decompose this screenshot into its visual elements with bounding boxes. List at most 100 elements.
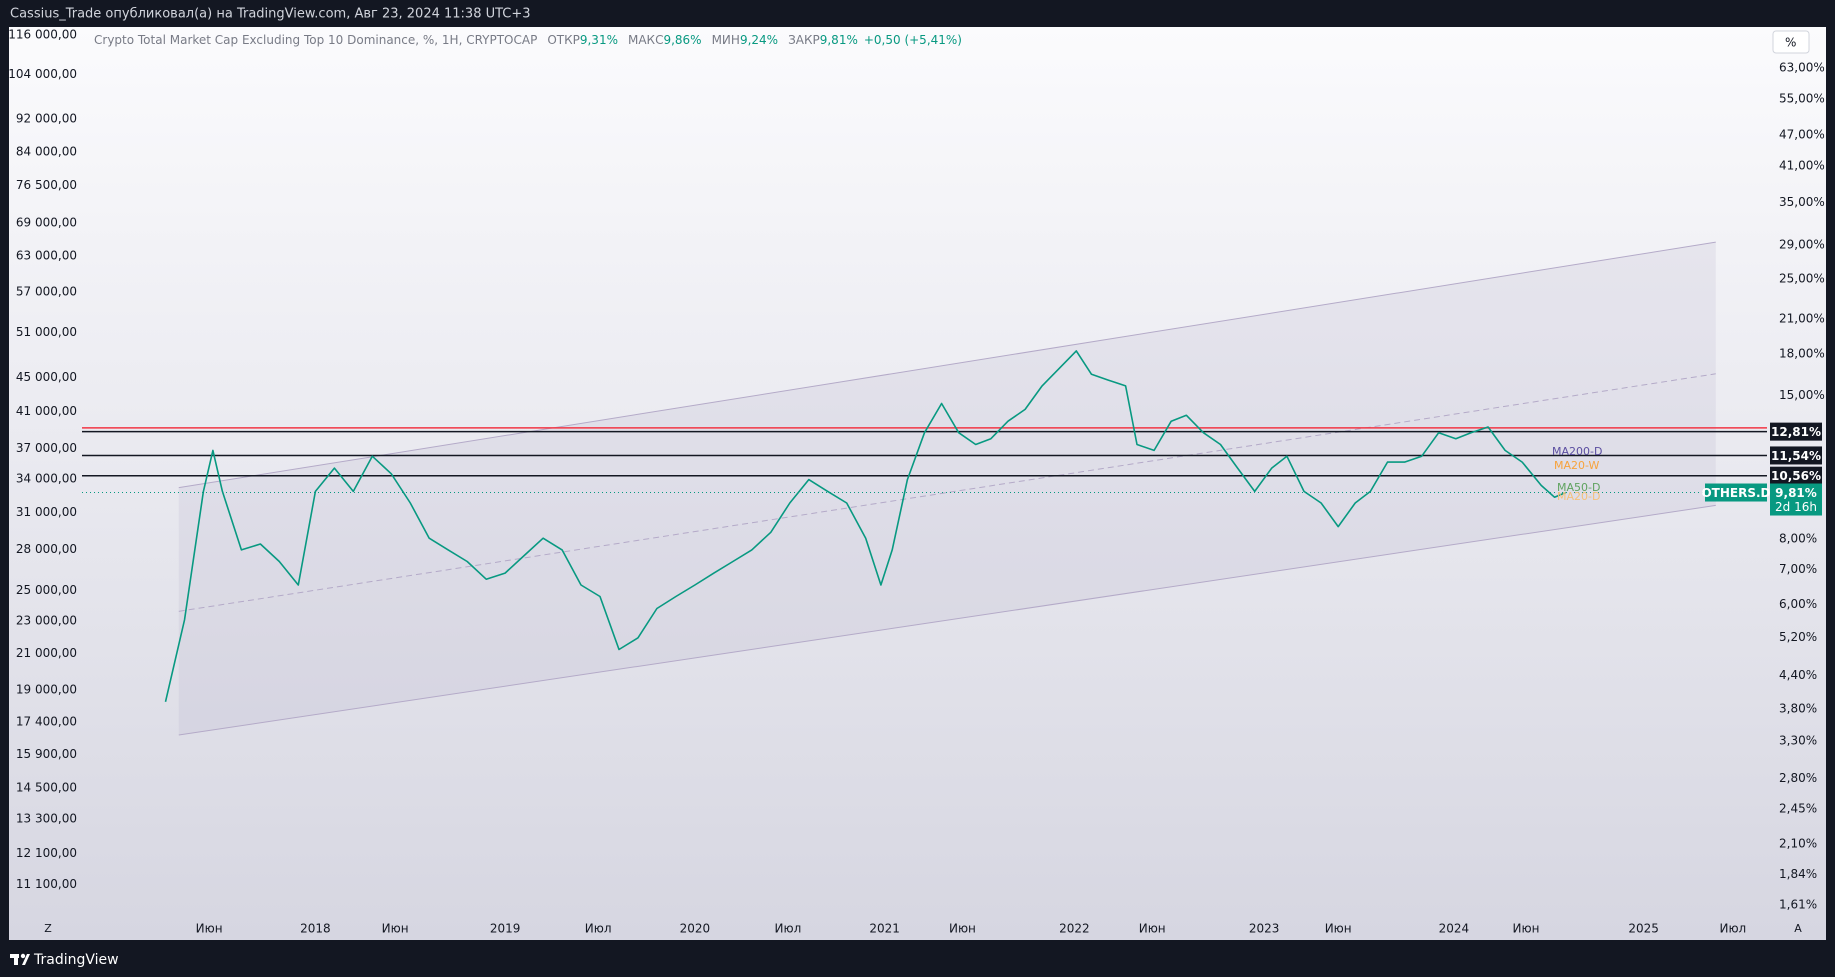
legend-label: МИН (711, 33, 740, 47)
y-tick-label: 2,45% (1779, 802, 1817, 816)
level-tag-label: 10,56% (1771, 469, 1821, 483)
channel-line (178, 504, 1716, 736)
y-tick-label: 15,00% (1779, 388, 1825, 402)
y2-tick-label: 28 000,00 (16, 542, 77, 556)
y2-tick-label: 37 000,00 (16, 441, 77, 455)
y2-tick-label: 11 100,00 (16, 877, 77, 891)
y2-tick-label: 19 000,00 (16, 682, 77, 696)
legend-value: 9,24% (739, 33, 779, 47)
x-tick-label: Июн (196, 922, 223, 936)
y-tick-label: 25,00% (1779, 272, 1825, 286)
x-tick-label: Июн (949, 922, 976, 936)
y2-tick-label: 57 000,00 (16, 285, 77, 299)
legend: Crypto Total Market Cap Excluding Top 10… (94, 33, 968, 47)
y2-tick-label: 34 000,00 (16, 472, 77, 486)
percent-button[interactable] (1772, 30, 1810, 54)
y-tick-label: 1,61% (1779, 897, 1817, 911)
series-name: OTHERS.D (1701, 486, 1770, 500)
channel-fill (178, 242, 1716, 735)
x-tick-label: Июл (775, 922, 802, 936)
y-tick-label: 2,80% (1779, 771, 1817, 785)
level-tag-label: 11,54% (1771, 449, 1821, 463)
y-tick-label: 18,00% (1779, 347, 1825, 361)
y2-tick-label: 21 000,00 (16, 646, 77, 660)
y-tick-label: 3,30% (1779, 734, 1817, 748)
x-tick-label: Июн (1325, 922, 1352, 936)
x-tick-label: 2025 (1628, 922, 1659, 936)
y-tick-label: 6,00% (1779, 597, 1817, 611)
y2-tick-label: 63 000,00 (16, 248, 77, 262)
brand-logo (10, 953, 30, 965)
y-tick-label: 63,00% (1779, 61, 1825, 75)
x-tick-label: Июн (1139, 922, 1166, 936)
y-tick-label: 41,00% (1779, 159, 1825, 173)
y2-tick-label: 69 000,00 (16, 215, 77, 229)
legend-value: 9,86% (663, 33, 702, 47)
percent-button-label[interactable]: % (1785, 36, 1796, 50)
zoom-button[interactable]: Z (44, 922, 52, 935)
y2-tick-label: 51 000,00 (16, 325, 77, 339)
price-line (164, 350, 1567, 702)
x-tick-label: 2023 (1249, 922, 1280, 936)
x-tick-label: Июл (585, 922, 612, 936)
x-tick-label: Июл (1719, 922, 1746, 936)
y2-tick-label: 15 900,00 (16, 747, 77, 761)
x-tick-label: 2021 (869, 922, 900, 936)
y-tick-label: 35,00% (1779, 195, 1825, 209)
auto-button[interactable]: A (1794, 922, 1802, 935)
y2-tick-label: 31 000,00 (16, 505, 77, 519)
x-tick-label: 2022 (1059, 922, 1090, 936)
y2-tick-label: 76 500,00 (16, 178, 77, 192)
y-tick-label: 7,00% (1779, 562, 1817, 576)
price-tag-countdown: 2d 16h (1775, 500, 1817, 514)
y-tick-label: 55,00% (1779, 92, 1825, 106)
y-tick-label: 29,00% (1779, 238, 1825, 252)
x-tick-label: Июн (1513, 922, 1540, 936)
y2-tick-label: 12 100,00 (16, 846, 77, 860)
x-tick-label: 2020 (680, 922, 711, 936)
x-tick-label: 2019 (490, 922, 521, 936)
x-tick-label: Июн (382, 922, 409, 936)
x-tick-label: 2018 (300, 922, 331, 936)
ma-label: MA200-D (1552, 445, 1602, 458)
publish-info: Cassius_Trade опубликовал(а) на TradingV… (10, 7, 531, 22)
ma-label: MA20-D (1557, 490, 1600, 503)
y2-tick-label: 23 000,00 (16, 613, 77, 627)
y2-tick-label: 92 000,00 (16, 111, 77, 125)
chart-panel (9, 27, 1826, 940)
legend-value: 9,81% (819, 33, 858, 47)
y-tick-label: 4,40% (1779, 668, 1817, 682)
y2-tick-label: 45 000,00 (16, 370, 77, 384)
y-tick-label: 21,00% (1779, 311, 1825, 325)
channel-line (178, 241, 1716, 489)
y-tick-label: 3,80% (1779, 701, 1817, 715)
y2-tick-label: 104 000,00 (8, 67, 77, 81)
legend-value: 9,31% (579, 33, 618, 47)
y2-tick-label: 41 000,00 (16, 404, 77, 418)
ma-label: MA20-W (1554, 459, 1600, 472)
y2-tick-label: 116 000,00 (8, 27, 77, 41)
level-tag (1770, 422, 1822, 441)
price-tag (1770, 483, 1822, 516)
brand-name: TradingView (33, 952, 119, 968)
legend-label: ОТКР (547, 33, 580, 47)
y2-tick-label: 17 400,00 (16, 714, 77, 728)
y2-tick-label: 84 000,00 (16, 144, 77, 158)
y-tick-label: 5,20% (1779, 630, 1817, 644)
level-tag (1770, 446, 1822, 465)
y2-tick-label: 14 500,00 (16, 780, 77, 794)
y-tick-label: 47,00% (1779, 128, 1825, 142)
legend-change: +0,50 (+5,41%) (863, 33, 962, 47)
ma-label: MA50-D (1557, 481, 1600, 494)
y2-tick-label: 13 300,00 (16, 812, 77, 826)
y-tick-label: 2,10% (1779, 837, 1817, 851)
legend-label: МАКС (627, 33, 664, 47)
chart-title: Crypto Total Market Cap Excluding Top 10… (94, 33, 538, 47)
level-tag (1770, 466, 1822, 485)
y-tick-label: 8,00% (1779, 532, 1817, 546)
series-name-tag (1705, 483, 1767, 502)
y-tick-label: 1,84% (1779, 867, 1817, 881)
y2-tick-label: 25 000,00 (16, 583, 77, 597)
